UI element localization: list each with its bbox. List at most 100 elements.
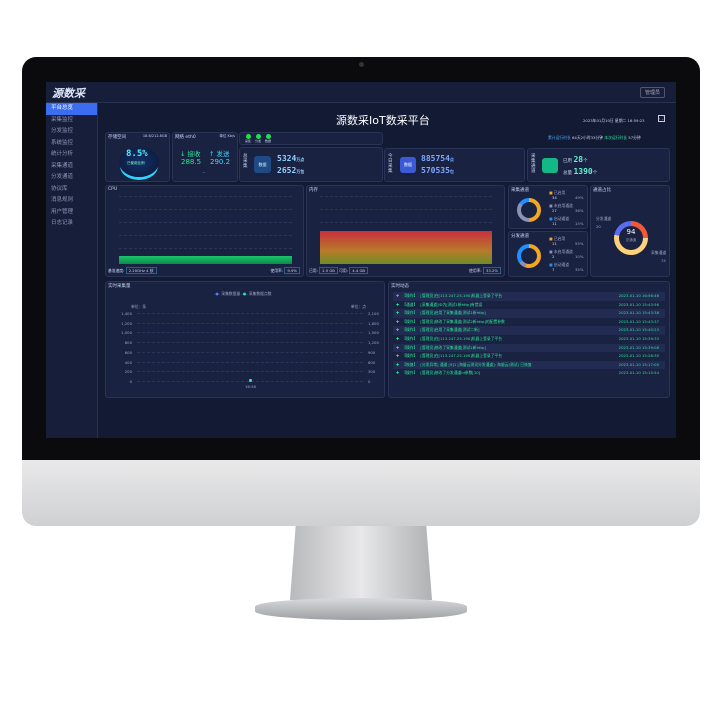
sidebar-item[interactable]: 采集监控 — [51, 116, 74, 123]
network-label: 网络 eth0 — [175, 135, 196, 140]
fullscreen-icon[interactable]: ⛶ — [658, 115, 665, 122]
today-icon: 数据 — [400, 157, 416, 173]
storage-sub: 已使用比例 — [127, 161, 145, 165]
memory-chart — [320, 194, 492, 264]
activity-time: 2023-01-10 15:39:08 — [618, 344, 659, 350]
right-unit: 单位：点 — [350, 304, 366, 309]
plus-icon: ✚ — [396, 353, 400, 359]
channel-icon — [542, 158, 558, 173]
status-dot-icon — [265, 134, 271, 139]
y-tick-right: 300 — [368, 369, 376, 375]
sidebar-item[interactable]: 采集通道 — [51, 162, 74, 169]
plus-icon: ✚ — [396, 335, 400, 341]
total-runtime: 64天2小时33分钟 — [572, 135, 604, 140]
online-label: 已用 — [563, 159, 572, 164]
monitor-chin — [22, 460, 700, 526]
activity-time: 2023-01-10 15:15:54 — [618, 370, 659, 376]
ratio-label: 通道占比 — [593, 188, 611, 193]
legend-0[interactable]: 采集数据量 — [221, 291, 241, 296]
activity-time: 2023-01-10 16:56:46 — [618, 293, 659, 298]
activity-text: [管理员]修改了采集通道[测试2新http]的配置参数 — [420, 318, 505, 324]
plus-icon: ✚ — [396, 370, 400, 376]
legend-label: ■ 已启用 — [549, 236, 566, 241]
y-tick-right: 0 — [368, 379, 371, 384]
plus-icon: ✚ — [396, 301, 400, 307]
activity-row: ✚ 【操作】 [管理员]修改了分发通道id参数[10] 2023-01-10 15:1… — [393, 369, 665, 378]
sidebar-item[interactable]: 分发监控 — [51, 128, 74, 134]
cpu-cores: 4 核 — [146, 268, 154, 273]
ratio-total-label: 总通道 — [625, 238, 637, 242]
y-tick-right: 1,200 — [368, 340, 379, 346]
status-light: 采集 — [245, 134, 251, 143]
totals-panel: 总采集 数据 5324万点 2652万包 — [239, 147, 383, 182]
sidebar-item[interactable]: 消息规则 — [51, 197, 74, 203]
y-tick-left: 400 — [124, 359, 132, 365]
monitor-base — [255, 598, 467, 620]
activity-time: 2023-01-10 15:39:33 — [618, 335, 659, 341]
activity-tag: 【操作】 — [402, 310, 418, 316]
cpu-label: CPU — [108, 187, 118, 192]
y-tick-left: 0 — [129, 379, 132, 384]
status-light-label: 分发 — [255, 139, 262, 143]
grid-line — [137, 371, 363, 373]
recv-label: ↓ 接收 — [180, 150, 201, 158]
today-points-unit: 点 — [449, 157, 454, 162]
y-tick-left: 600 — [124, 349, 132, 355]
sidebar-item[interactable]: 统计分析 — [51, 151, 74, 157]
legend-1[interactable]: 采集数据点数 — [248, 291, 272, 296]
total-unit: 个 — [592, 171, 598, 176]
total-count: 1390 — [573, 167, 593, 176]
runtime: 累计运行时长 64天2小时33分钟 本次运行时长 57分钟 — [548, 135, 641, 141]
mem-usage-label: 使用率: — [469, 268, 482, 273]
activity-text: [管理员]修改了采集通道[测试1新http] — [420, 344, 486, 350]
today-packets: 570535 — [421, 166, 450, 175]
channel-summary-panel: 采集通道 已用 28个 总量 1390个 — [527, 148, 670, 182]
storage-value: 18.6/212.8GB — [142, 134, 167, 138]
sidebar-item[interactable]: 日志记录 — [51, 220, 74, 226]
channel-donut — [517, 198, 541, 222]
mem-avail-label: 可用: — [339, 268, 348, 273]
cpu-usage-label: 使用率: — [270, 268, 284, 273]
sidebar-item[interactable]: 协议库 — [51, 185, 68, 192]
activity-tag: 【恢复】 — [402, 361, 418, 367]
activity-row: ✚ 【操作】 [管理员]修改了采集通道[测试1新http] 2023-01-10 15… — [393, 343, 665, 353]
totals-points-unit: 万点 — [296, 157, 305, 162]
sidebar-item[interactable]: 用户管理 — [51, 208, 74, 215]
sidebar-item[interactable]: 系统监控 — [51, 139, 74, 146]
sidebar-item[interactable]: 分发通道 — [51, 174, 74, 180]
channel-ratio-panel: 通道占比 94 总通道 分发通道 20 采集通道 74 — [590, 185, 670, 277]
panel-label: 分发通道 — [511, 234, 529, 239]
legend-pct: 15% — [575, 221, 584, 226]
plus-icon: ✚ — [396, 318, 400, 324]
today-points: 885754 — [421, 154, 450, 163]
today-panel: 今日采集 数据 885754点 570535包 — [384, 148, 525, 182]
memory-panel: 内存 已用: 2.5 GB 可用: 4.4 GB 使用率: 33.2% — [306, 185, 505, 277]
page-title: 源数采IoT数采平台 — [336, 114, 430, 127]
sidebar-item[interactable]: 平台总览 — [46, 103, 97, 115]
online-unit: 个 — [583, 159, 588, 164]
chart-legend: -●- 采集数据量 -●- 采集数据点数 — [214, 291, 272, 297]
collect-channels-panel: 采集通道 ■ 已启用 34 49% ■ 未启用通道 27 36% ■ 启动通道 11 15% — [508, 185, 588, 229]
y-tick-left: 200 — [124, 369, 132, 375]
y-tick-right: 2,100 — [368, 311, 379, 316]
monitor-stand — [290, 526, 432, 600]
channel-donut — [517, 244, 541, 268]
legend-count: 11 — [552, 221, 557, 226]
totals-packets: 2652 — [277, 166, 297, 175]
grid-line — [137, 322, 363, 324]
mem-used: 2.5 GB — [319, 267, 338, 274]
data-point — [249, 379, 252, 382]
ratio-collect-label: 采集通道 — [651, 250, 667, 255]
activity-time: 2023-01-10 15:43:38 — [618, 310, 659, 316]
activity-tag: 【操作】 — [402, 293, 418, 298]
admin-button[interactable]: 管理员 — [640, 87, 666, 98]
grid-line — [137, 361, 363, 363]
y-tick-left: 1,400 — [121, 311, 132, 316]
activity-time: 2023-01-10 15:40:23 — [618, 327, 659, 333]
total-label: 总量 — [563, 171, 572, 176]
activity-tag: 【操作】 — [402, 370, 418, 376]
activity-row: ✚ 【操作】 [管理员]在[113.247.25.190]机器上登录了平台 2023-… — [393, 292, 665, 301]
status-light-label: 数据 — [265, 139, 272, 143]
activity-text: [管理员]在[113.247.25.190]机器上登录了平台 — [420, 293, 503, 298]
plus-icon: ✚ — [396, 327, 400, 333]
